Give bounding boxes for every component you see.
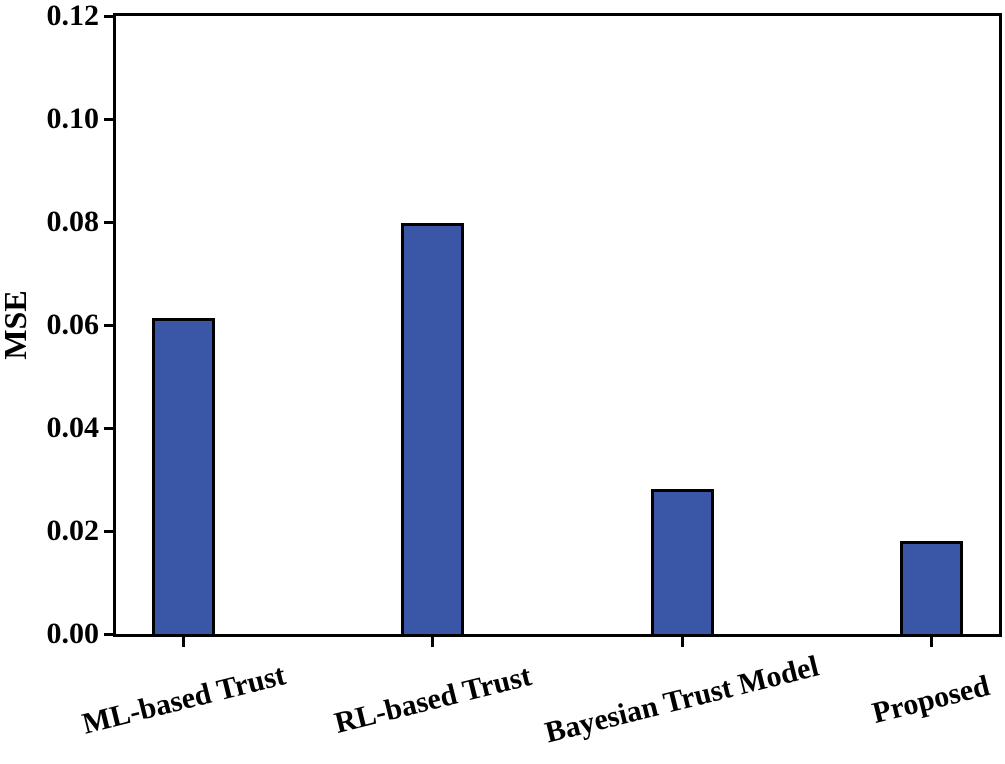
y-axis-tick bbox=[104, 426, 113, 430]
x-axis-tick bbox=[680, 637, 684, 647]
y-axis-tick-label: 0.06 bbox=[46, 308, 100, 341]
y-axis-title: MSE bbox=[0, 290, 33, 360]
x-axis-label: Bayesian Trust Model bbox=[541, 649, 822, 750]
y-axis-tick-label: 0.12 bbox=[46, 0, 100, 32]
y-axis-tick bbox=[104, 14, 113, 18]
y-axis-tick-label: 0.08 bbox=[46, 205, 100, 238]
y-axis-tick bbox=[104, 632, 113, 636]
bar bbox=[401, 223, 465, 634]
y-axis-tick-label: 0.00 bbox=[46, 617, 100, 650]
bar bbox=[899, 540, 963, 634]
bar bbox=[650, 488, 714, 634]
x-axis-label: Proposed bbox=[868, 669, 993, 730]
x-axis-label: RL-based Trust bbox=[331, 659, 535, 740]
x-axis-label: ML-based Trust bbox=[78, 658, 289, 741]
y-axis-tick-label: 0.02 bbox=[46, 514, 100, 547]
x-axis-tick bbox=[431, 637, 435, 647]
y-axis-tick bbox=[104, 220, 113, 224]
y-axis-tick-label: 0.10 bbox=[46, 102, 100, 135]
x-axis-tick bbox=[929, 637, 933, 647]
y-axis-tick-label: 0.04 bbox=[46, 411, 100, 444]
y-axis-tick bbox=[104, 323, 113, 327]
plot-area: 0.00 0.02 0.04 0.06 0.08 0.10 0.12 ML-based Tru… bbox=[47, 1, 1002, 749]
bar bbox=[152, 317, 216, 634]
y-axis-tick bbox=[104, 117, 113, 121]
y-axis-tick bbox=[104, 529, 113, 533]
x-axis-tick bbox=[182, 637, 186, 647]
